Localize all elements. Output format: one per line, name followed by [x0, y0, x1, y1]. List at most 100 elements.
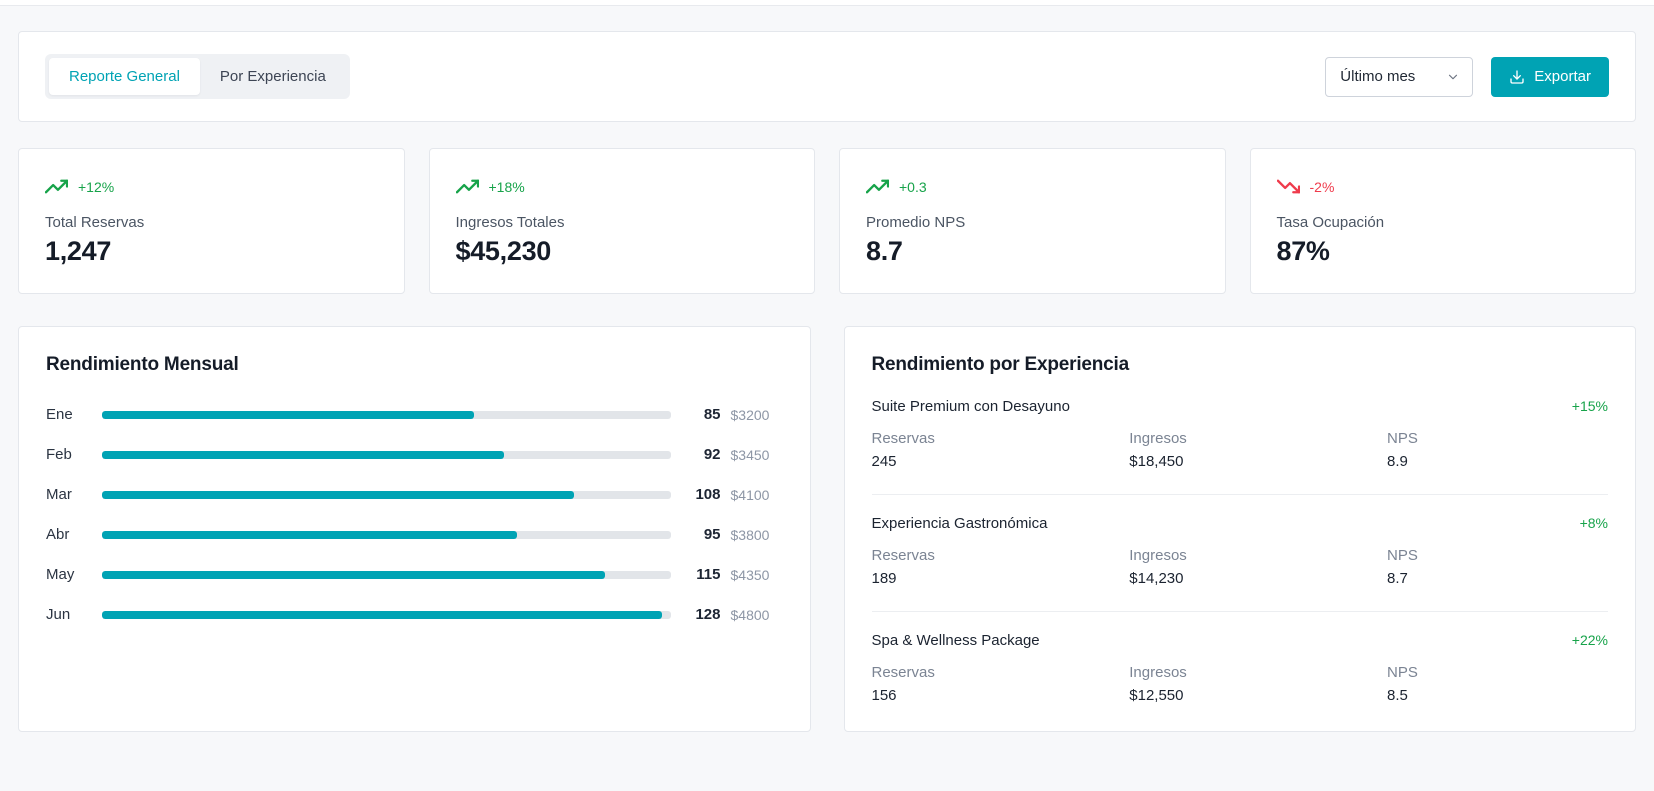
download-icon	[1509, 69, 1525, 85]
bar-row: Mar 108 $4100	[46, 486, 783, 503]
metric-ingresos: Ingresos $12,550	[1129, 664, 1387, 704]
bar-reservas-value: 85	[703, 406, 721, 423]
metric-value: $18,450	[1129, 453, 1184, 470]
metric-reservas: Reservas 245	[872, 430, 1130, 470]
bar-track	[102, 490, 671, 499]
metric-label: NPS	[1387, 664, 1418, 681]
metric-value: $12,550	[1129, 687, 1184, 704]
stat-label: Tasa Ocupación	[1276, 214, 1385, 231]
bar-row: Feb 92 $3450	[46, 446, 783, 463]
bar-ingresos-value: $4350	[730, 566, 770, 583]
stat-card-ingresos-totales: +18% Ingresos Totales $45,230	[428, 148, 815, 294]
panel-rendimiento-experiencia: Rendimiento por Experiencia Suite Premiu…	[843, 326, 1636, 732]
experience-list: Suite Premium con Desayuno +15% Reservas…	[871, 398, 1609, 704]
stat-value: 87%	[1276, 236, 1330, 266]
bar-row: Jun 128 $4800	[46, 606, 783, 623]
metric-label: Ingresos	[1129, 664, 1187, 681]
monthly-bar-chart: Ene 85 $3200 Feb 92 $3450 Mar 108 $4100	[46, 406, 783, 623]
bar-row: Abr 95 $3800	[46, 526, 783, 543]
metric-label: Reservas	[871, 664, 935, 681]
tab-reporte-general[interactable]: Reporte General	[49, 58, 200, 95]
metric-nps: NPS 8.9	[1387, 430, 1608, 470]
stat-value: 1,247	[45, 236, 112, 266]
metric-ingresos: Ingresos $18,450	[1129, 430, 1387, 470]
bar-track	[102, 450, 671, 459]
stat-value: $45,230	[455, 236, 552, 266]
metric-label: Ingresos	[1129, 430, 1187, 447]
bar-month-label: Ene	[46, 406, 73, 423]
trend-indicator: -2%	[1276, 175, 1610, 198]
experience-change: +8%	[1579, 515, 1608, 531]
period-select[interactable]: Último mes	[1325, 56, 1474, 97]
bar-track	[102, 410, 671, 419]
experience-stats: Reservas 189 Ingresos $14,230 NPS 8.7	[872, 547, 1609, 587]
stat-change: +12%	[78, 178, 115, 195]
top-divider	[0, 0, 1654, 6]
bar-fill	[102, 530, 518, 539]
metric-reservas: Reservas 156	[872, 664, 1130, 704]
metric-label: Ingresos	[1129, 547, 1187, 564]
trending-down-icon	[1276, 175, 1300, 198]
bar-fill	[102, 410, 474, 419]
trending-up-icon	[45, 175, 68, 198]
report-tab-group: Reporte General Por Experiencia	[45, 54, 350, 99]
bar-ingresos-value: $3800	[730, 526, 770, 543]
experience-name: Suite Premium con Desayuno	[871, 398, 1070, 415]
bar-reservas-value: 92	[703, 446, 721, 463]
bar-reservas-value: 95	[703, 526, 721, 543]
metric-label: NPS	[1387, 547, 1418, 564]
metric-nps: NPS 8.7	[1387, 547, 1608, 587]
experience-name: Spa & Wellness Package	[871, 632, 1040, 649]
bar-track	[102, 530, 671, 539]
stat-label: Promedio NPS	[866, 214, 966, 231]
metric-label: Reservas	[871, 547, 935, 564]
experience-header: Spa & Wellness Package +22%	[872, 632, 1609, 649]
metric-value: 245	[871, 453, 897, 470]
bar-month-label: Abr	[46, 526, 70, 543]
dashboard: Reporte General Por Experiencia Último m…	[0, 6, 1654, 780]
panel-rendimiento-mensual: Rendimiento Mensual Ene 85 $3200 Feb 92 …	[18, 326, 811, 732]
stat-change: +0.3	[899, 178, 927, 195]
bar-month-label: May	[46, 566, 75, 583]
bar-track	[102, 570, 671, 579]
experience-stats: Reservas 245 Ingresos $18,450 NPS 8.9	[872, 430, 1609, 470]
bar-fill	[102, 450, 505, 459]
bar-row: Ene 85 $3200	[46, 406, 783, 423]
bar-fill	[102, 610, 662, 619]
metric-value: $14,230	[1129, 570, 1184, 587]
bar-month-label: Mar	[46, 486, 72, 503]
experience-item: Experiencia Gastronómica +8% Reservas 18…	[871, 495, 1609, 612]
toolbar-actions: Último mes Exportar	[1325, 56, 1609, 97]
bar-reservas-value: 128	[695, 606, 721, 623]
bar-fill	[102, 570, 605, 579]
trend-indicator: +12%	[45, 175, 378, 198]
period-select-value: Último mes	[1340, 68, 1416, 85]
tab-por-experiencia[interactable]: Por Experiencia	[200, 58, 346, 95]
experience-change: +22%	[1571, 632, 1608, 648]
stat-card-total-reservas: +12% Total Reservas 1,247	[18, 148, 405, 294]
metric-reservas: Reservas 189	[872, 547, 1130, 587]
bar-track	[102, 610, 671, 619]
experience-item: Suite Premium con Desayuno +15% Reservas…	[871, 398, 1609, 495]
bar-reservas-value: 115	[696, 566, 721, 583]
bar-month-label: Jun	[46, 606, 71, 623]
bar-month-label: Feb	[46, 446, 72, 463]
metric-value: 189	[871, 570, 897, 587]
bar-ingresos-value: $3200	[730, 406, 770, 423]
experience-change: +15%	[1571, 398, 1608, 414]
export-button[interactable]: Exportar	[1491, 56, 1609, 97]
experience-header: Experiencia Gastronómica +8%	[872, 515, 1609, 532]
panels-row: Rendimiento Mensual Ene 85 $3200 Feb 92 …	[18, 326, 1636, 732]
experience-header: Suite Premium con Desayuno +15%	[872, 398, 1609, 415]
metric-ingresos: Ingresos $14,230	[1129, 547, 1387, 587]
metric-value: 156	[871, 687, 897, 704]
metric-nps: NPS 8.5	[1387, 664, 1608, 704]
stat-card-tasa-ocupacion: -2% Tasa Ocupación 87%	[1249, 148, 1636, 294]
bar-fill	[102, 490, 575, 499]
experience-name: Experiencia Gastronómica	[871, 515, 1048, 532]
metric-value: 8.5	[1387, 687, 1408, 704]
trending-up-icon	[866, 175, 889, 198]
stat-change: -2%	[1309, 178, 1335, 195]
toolbar: Reporte General Por Experiencia Último m…	[18, 31, 1636, 122]
chevron-down-icon	[1446, 70, 1460, 84]
